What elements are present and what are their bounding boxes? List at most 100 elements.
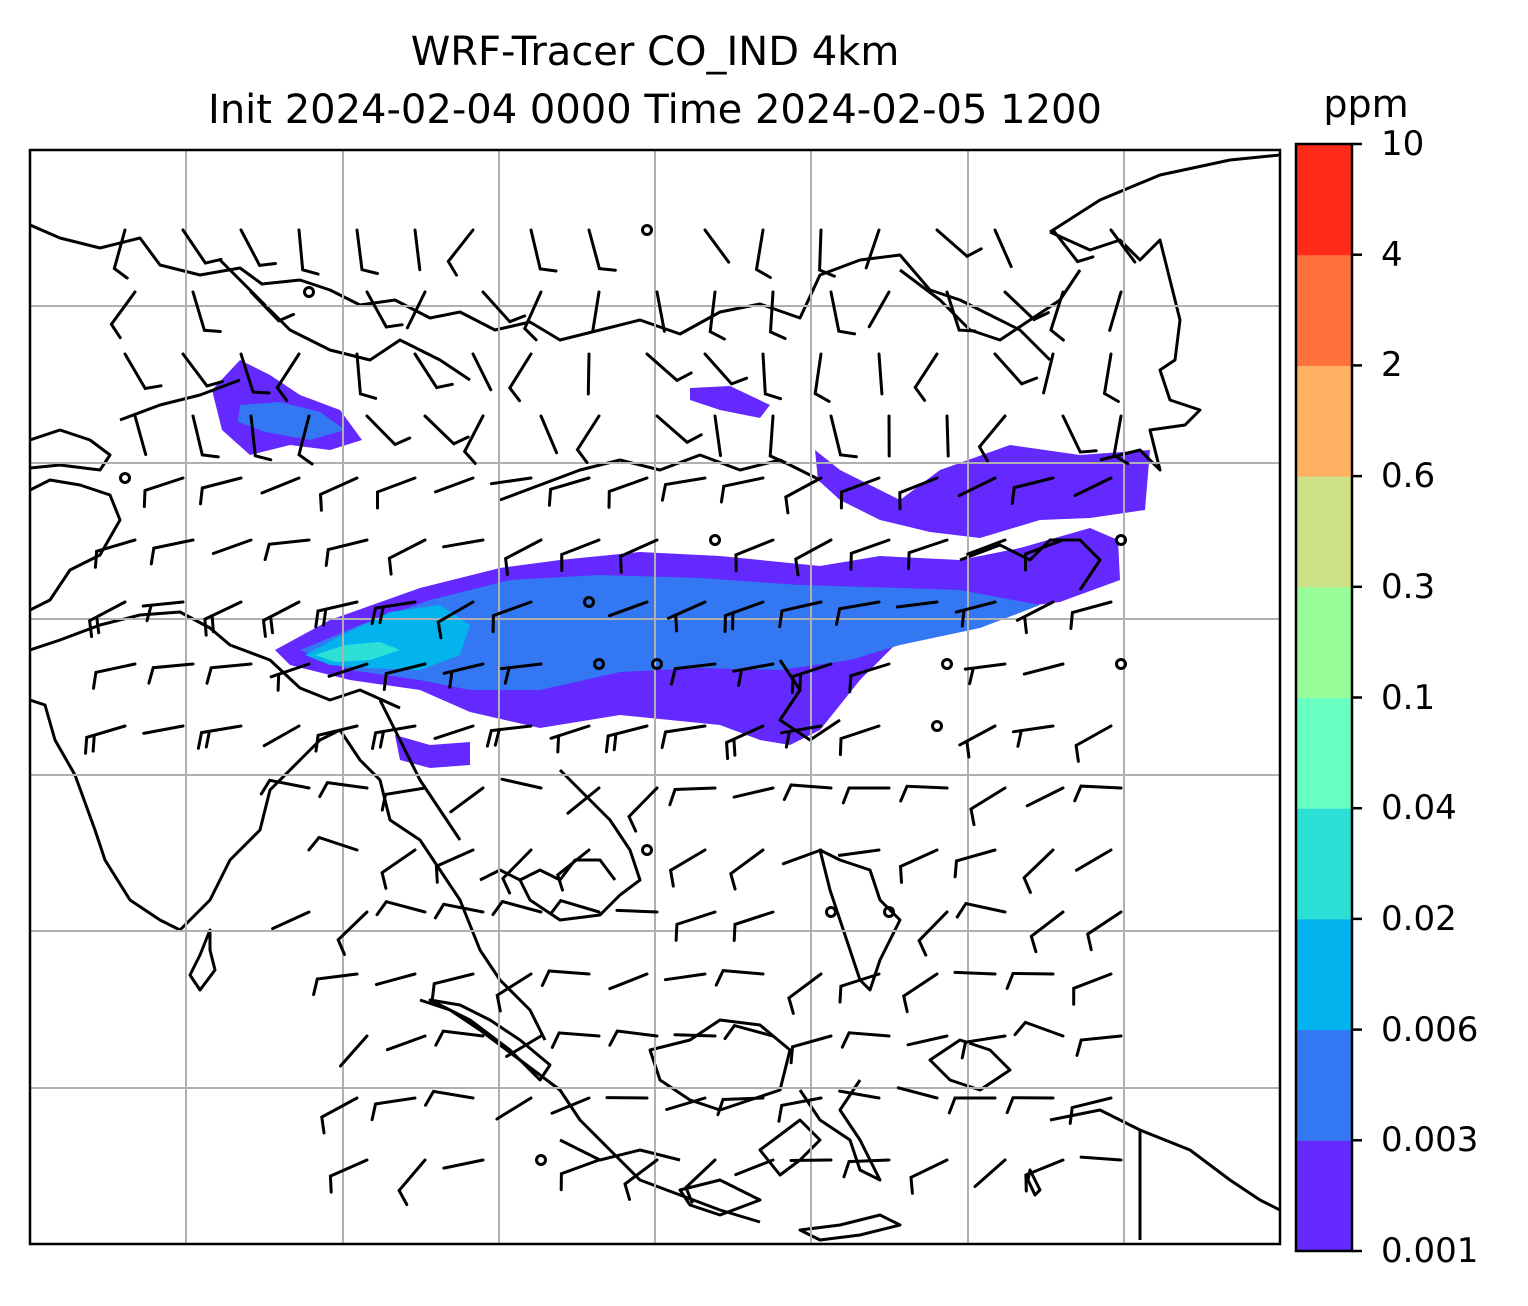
wind-barb	[787, 972, 823, 1015]
wind-barb	[838, 724, 881, 757]
wind-barb	[848, 662, 891, 694]
wind-barb	[1108, 290, 1123, 332]
wind-barb	[312, 972, 359, 997]
wind-barb	[499, 662, 543, 685]
wind-barb	[123, 352, 163, 391]
wind-barb	[529, 228, 558, 273]
wind-barb	[550, 1096, 591, 1115]
colorbar-bin	[1296, 1029, 1352, 1141]
wind-barb	[446, 228, 475, 277]
wind-barb	[1051, 228, 1095, 264]
wind-barb	[966, 538, 1007, 556]
wind-barb	[269, 662, 311, 692]
wind-barb	[307, 835, 359, 852]
wind-barb	[424, 1089, 475, 1107]
calm-circle	[593, 658, 605, 670]
wind-barb	[239, 228, 277, 268]
wind-barb	[1079, 1155, 1123, 1162]
wind-barb	[380, 786, 427, 812]
wind-barb	[433, 724, 475, 740]
plume-lowest-south	[395, 735, 470, 768]
wind-barb	[607, 600, 649, 618]
wind-barb	[442, 662, 485, 689]
wind-barb	[591, 290, 601, 333]
wind-barb	[723, 1023, 775, 1041]
map-title-line1: WRF-Tracer CO_IND 4km	[410, 29, 900, 75]
wind-barb	[835, 600, 881, 626]
wind-barb	[960, 1034, 1007, 1060]
wind-barb	[947, 1096, 997, 1115]
wind-barb	[522, 290, 543, 342]
colorbar-bin	[1296, 697, 1352, 809]
wind-barb	[615, 908, 659, 914]
wind-barb	[109, 290, 137, 340]
wind-barb	[761, 352, 783, 401]
wind-barb	[645, 352, 693, 383]
wind-barb	[660, 476, 707, 502]
wind-barb	[867, 290, 891, 329]
plume-low-west	[238, 402, 345, 440]
wind-barb	[491, 600, 533, 634]
wind-barb	[191, 414, 220, 459]
plume-lowest-east	[690, 386, 770, 418]
wind-barb	[953, 970, 997, 976]
wind-barb	[314, 600, 359, 629]
wind-barb	[729, 848, 765, 891]
wind-barb	[734, 1158, 775, 1177]
wind-barb	[547, 476, 591, 507]
wind-barb	[500, 777, 543, 790]
coastlines	[30, 153, 1280, 1242]
wind-barb	[778, 600, 823, 629]
wind-barb	[896, 1086, 939, 1100]
wind-barb	[549, 724, 591, 754]
calm-circle	[641, 844, 653, 856]
wind-barb	[777, 1096, 823, 1123]
wind-barb	[413, 352, 454, 390]
wind-barb	[93, 538, 137, 569]
wind-barb	[147, 662, 195, 685]
wind-barb	[491, 899, 543, 916]
wind-barb	[203, 600, 243, 637]
wind-barb	[1112, 414, 1130, 466]
wind-barb	[958, 724, 997, 759]
wind-barb	[481, 290, 527, 324]
wind-barb	[829, 290, 857, 336]
wind-barb	[1024, 1158, 1065, 1193]
wind-barb	[1049, 290, 1065, 342]
wind-barb	[898, 848, 939, 884]
wind-barb	[655, 414, 703, 445]
colorbar-bin	[1296, 365, 1352, 477]
calm-circle	[883, 906, 895, 918]
wind-barb	[211, 538, 253, 555]
calm-circle	[825, 906, 837, 918]
wind-barb	[462, 414, 485, 465]
wind-barb	[374, 972, 417, 986]
wind-barb	[397, 1158, 427, 1206]
wind-barb	[385, 1034, 427, 1052]
calm-circle	[641, 224, 653, 236]
wind-barb	[1061, 414, 1098, 454]
wind-barb	[813, 352, 831, 403]
wind-barb	[953, 848, 997, 879]
plume-low	[300, 575, 1040, 690]
calm-circle	[1115, 658, 1127, 670]
wind-barb	[627, 786, 659, 833]
wind-barb	[716, 1096, 765, 1117]
wind-barb	[907, 538, 949, 571]
colorbar-unit: ppm	[1323, 82, 1409, 126]
map-frame	[28, 148, 1282, 1246]
wind-barb	[199, 476, 243, 506]
wind-barb	[839, 476, 881, 510]
wind-barb	[703, 352, 749, 386]
wind-barb	[413, 228, 422, 272]
wind-barb	[503, 538, 543, 576]
wind-barb	[205, 662, 253, 685]
colorbar-tick-label: 0.04	[1381, 788, 1457, 829]
wind-barb	[375, 899, 427, 917]
wind-barb	[842, 1158, 891, 1179]
wind-barb	[271, 910, 311, 931]
wind-barb	[1086, 910, 1123, 952]
wind-barb	[838, 972, 881, 1004]
wind-barb	[789, 1034, 833, 1065]
wind-barb	[196, 724, 243, 750]
